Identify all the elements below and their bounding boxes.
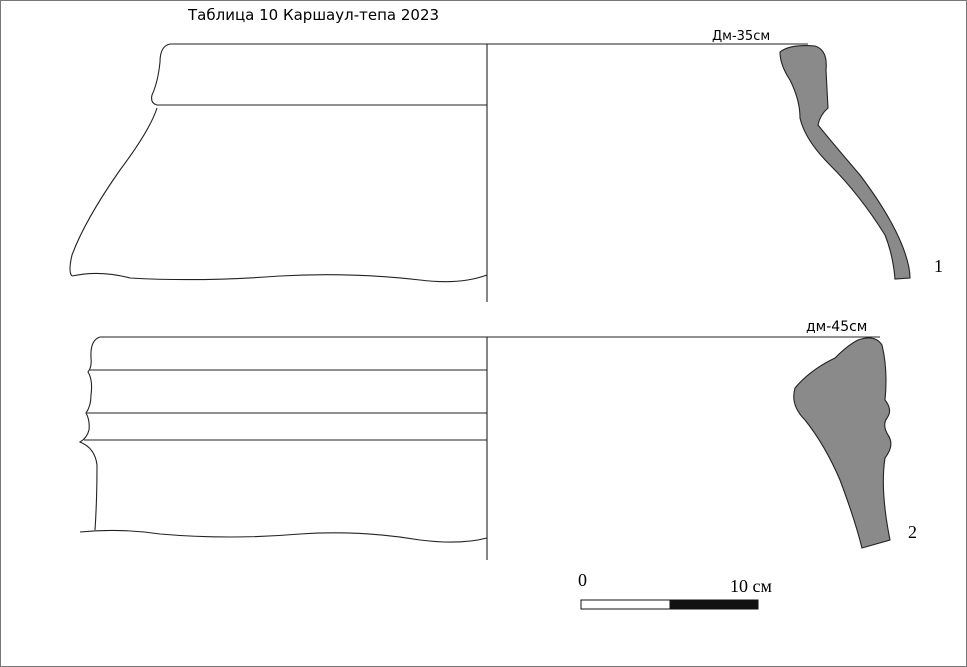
scale-end: 10 см [730,576,772,596]
diameter-label: дм-45см [806,319,867,335]
vessel-2: дм-45см 2 [78,319,917,560]
rim-profile [151,43,487,106]
broken-edge [71,272,488,283]
body-profile [69,107,158,277]
scale-start: 0 [578,570,587,590]
figure-number: 1 [934,256,943,276]
plate-title: Таблица 10 Каршаул-тепа 2023 [187,6,439,24]
scale-segment [669,599,759,610]
scale-segment [580,599,671,610]
scale-bar: 0 10 см [578,570,772,610]
section-profile [779,45,911,280]
broken-edge [79,529,488,543]
vessel-1: Дм-35см 1 [69,29,943,302]
body-profile [78,336,101,531]
diameter-label: Дм-35см [712,29,770,44]
section-profile [793,337,892,549]
figure-number: 2 [908,522,917,542]
